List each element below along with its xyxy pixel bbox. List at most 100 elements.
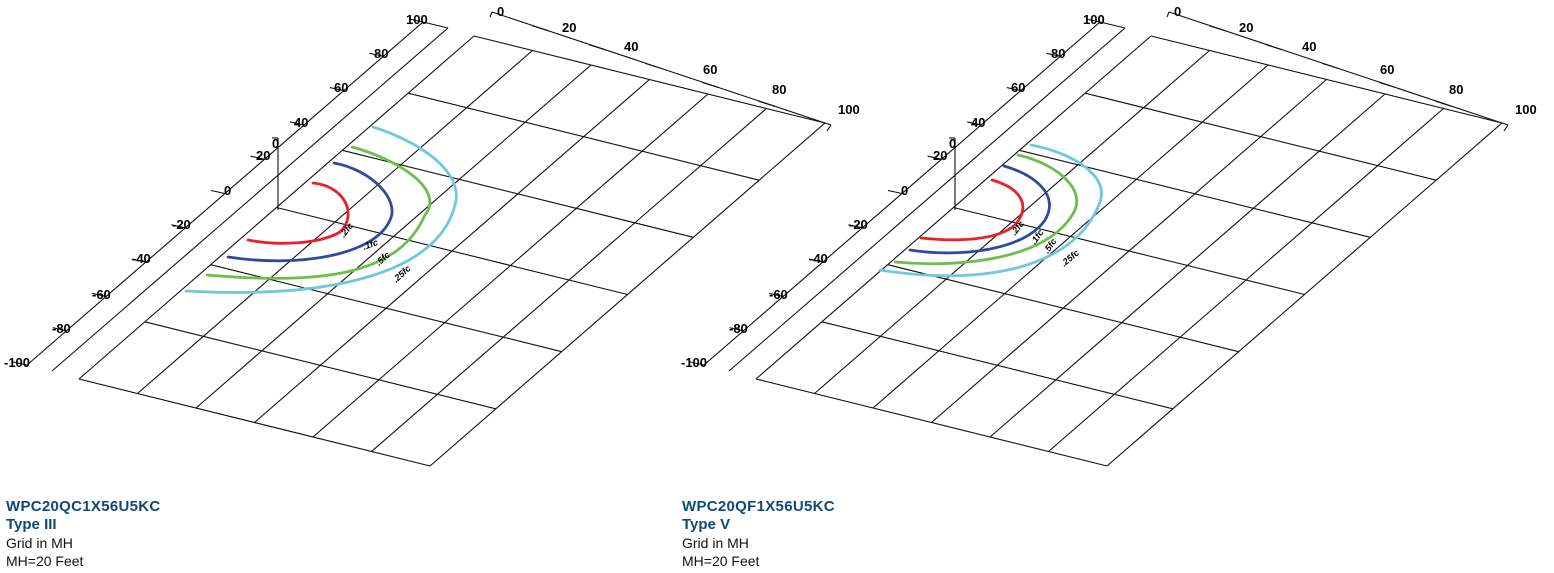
y-axis-tick: [369, 52, 384, 57]
vertical-axis: [949, 137, 956, 210]
x-tick-label: 80: [772, 82, 786, 97]
y-axis-cap: [422, 21, 449, 29]
isofootcandle-contours: [878, 143, 1103, 278]
y-axis-ruler: [12, 18, 449, 372]
x-tick-label: 100: [1515, 102, 1537, 117]
y-axis-tick: [290, 121, 305, 126]
y-axis-tick: [329, 87, 344, 92]
isofootcandle-contour: [226, 161, 394, 263]
y-axis-tick: [171, 224, 186, 229]
vertical-axis-label: 0: [949, 136, 956, 151]
diagram-caption-1: WPC20QC1X56U5KC Type III Grid in MH MH=2…: [6, 498, 161, 570]
isofootcandle-label: .1fc: [361, 237, 379, 252]
y-tick-label: 0: [901, 183, 908, 198]
vertical-axis: [272, 137, 279, 210]
isofootcandle-contour: [246, 181, 350, 245]
diagram-caption-2: WPC20QF1X56U5KC Type V Grid in MH MH=20 …: [682, 498, 835, 570]
y-axis-tick: [729, 327, 744, 332]
grid-line: [78, 35, 475, 380]
x-axis-tick: [1265, 44, 1283, 51]
isofootcandle-label: .1fc: [1028, 228, 1045, 246]
isofootcandle-label: .5fc: [374, 250, 392, 268]
grid-line: [872, 64, 1269, 409]
isofootcandle-contour: [919, 178, 1025, 242]
distribution-type: Type V: [682, 516, 731, 533]
distribution-type: Type III: [6, 516, 57, 533]
y-tick-label: -60: [769, 287, 788, 302]
x-axis-ruler: [489, 11, 832, 132]
x-tick-label: 0: [497, 4, 504, 19]
grid-line: [814, 50, 1210, 394]
x-axis-start-tick: [1166, 11, 1170, 18]
y-axis-line: [51, 27, 449, 372]
y-axis-tick: [967, 121, 982, 126]
x-tick-label: 80: [1449, 82, 1463, 97]
x-tick-label: 60: [703, 62, 717, 77]
x-tick-label: 20: [562, 20, 576, 35]
vertical-axis-label: 0: [272, 136, 279, 151]
mounting-height: MH=20 Feet: [682, 553, 760, 569]
y-axis-tick: [12, 361, 28, 366]
y-axis-tick: [769, 292, 784, 297]
y-axis-tick: [848, 224, 863, 229]
y-axis-tick: [210, 189, 226, 195]
grid-line: [195, 64, 592, 409]
grid-line: [989, 93, 1386, 438]
axis-labels: 0 20 40 60 80 100 100 80 60 40 20 0 -20 …: [681, 4, 1537, 370]
y-axis-tick: [1085, 18, 1101, 23]
y-axis-tick: [1006, 87, 1021, 92]
y-axis-tick: [52, 327, 67, 332]
grid-note: Grid in MH: [6, 535, 73, 551]
axis-labels: 0 20 40 60 80 100 100 80 60 40 20 0 -20 …: [4, 4, 860, 370]
y-tick-label: 40: [294, 115, 308, 130]
x-axis-end-tick: [1503, 124, 1509, 132]
y-tick-label: -40: [809, 251, 828, 266]
isofootcandle-contours: [184, 125, 458, 294]
mounting-height: MH=20 Feet: [6, 553, 84, 569]
x-axis-tick: [701, 81, 719, 88]
y-tick-label: -20: [172, 217, 191, 232]
x-axis-end-tick: [826, 124, 832, 132]
x-axis-tick: [1209, 25, 1226, 32]
grid-line: [1048, 108, 1444, 452]
y-tick-label: 100: [406, 12, 428, 27]
y-tick-label: 20: [256, 148, 270, 163]
ground-grid: [78, 35, 826, 467]
ground-grid: [755, 35, 1503, 467]
model-number: WPC20QF1X56U5KC: [682, 498, 835, 515]
isofootcandle-contour: [878, 143, 1103, 278]
y-tick-label: 60: [1011, 80, 1025, 95]
x-tick-label: 60: [1380, 62, 1394, 77]
x-tick-label: 100: [838, 102, 860, 117]
isofootcandle-contour: [184, 125, 458, 294]
grid-line: [137, 50, 533, 394]
y-axis-tick: [1046, 52, 1061, 57]
isofootcandle-contour: [893, 153, 1079, 266]
x-tick-label: 40: [1302, 39, 1316, 54]
y-tick-label: -40: [132, 251, 151, 266]
x-tick-label: 0: [1174, 4, 1181, 19]
x-axis-tick: [532, 25, 549, 32]
grid-line: [1106, 122, 1503, 467]
y-axis-tick: [408, 18, 424, 23]
y-axis-ruler: [689, 18, 1126, 372]
y-axis-tick: [131, 258, 146, 263]
y-tick-label: -80: [52, 321, 71, 336]
y-tick-label: -80: [729, 321, 748, 336]
y-axis-cap: [1099, 21, 1126, 29]
grid-note: Grid in MH: [682, 535, 749, 551]
x-axis-tick: [1435, 100, 1452, 107]
y-axis-tick: [250, 155, 265, 160]
isofootcandle-label: .25fc: [1059, 248, 1081, 269]
grid-line: [312, 93, 709, 438]
isofootcandle-diagram-type-v: 0 20 40 60 80 100 100 80 60 40 20 0 -20 …: [681, 4, 1537, 467]
y-tick-label: -60: [92, 287, 111, 302]
x-axis-tick: [588, 44, 606, 51]
isofootcandle-contour: [908, 164, 1051, 255]
x-axis-tick: [645, 62, 662, 70]
y-tick-label: 0: [224, 183, 231, 198]
x-axis-tick: [1322, 62, 1339, 70]
y-axis-tick: [927, 155, 942, 160]
x-axis-start-tick: [489, 11, 493, 18]
grid-line: [371, 108, 767, 452]
